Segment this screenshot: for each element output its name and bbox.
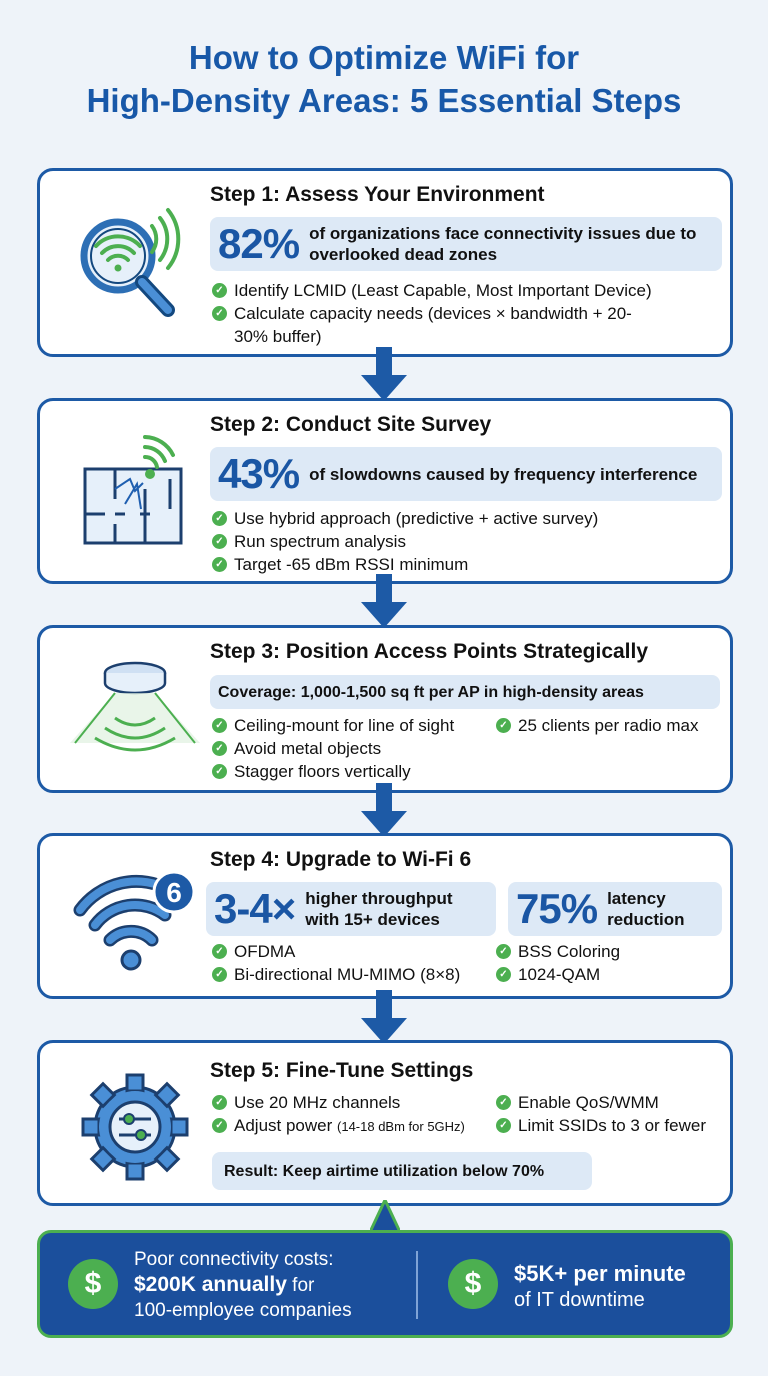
divider — [416, 1251, 418, 1319]
list-item: ✓ Adjust power (14-18 dBm for 5GHz) — [212, 1114, 490, 1138]
check-icon: ✓ — [212, 557, 227, 572]
stat-box: 43% of slowdowns caused by frequency int… — [210, 447, 722, 501]
result-box: Result: Keep airtime utilization below 7… — [212, 1152, 592, 1190]
step-4-card: 6 Step 4: Upgrade to Wi-Fi 6 3-4× higher… — [37, 833, 733, 999]
stat-box-2: 75% latency reduction — [508, 882, 722, 936]
list-item: ✓ Avoid metal objects — [212, 737, 488, 760]
stat-value: 3-4× — [214, 885, 296, 932]
check-icon: ✓ — [212, 511, 227, 526]
check-icon: ✓ — [212, 283, 227, 298]
ceiling-access-point-icon — [60, 638, 210, 778]
list-item: ✓ Identify LCMID (Least Capable, Most Imp… — [212, 279, 722, 302]
stat-text: latency reduction — [607, 889, 685, 929]
dollar-icon: $ — [68, 1259, 118, 1309]
check-icon: ✓ — [212, 534, 227, 549]
stat-value: 43% — [218, 450, 300, 497]
stat-box: 3-4× higher throughput with 15+ devices — [206, 882, 496, 936]
arrow-down-icon — [361, 574, 407, 628]
step-5-card: Step 5: Fine-Tune Settings ✓ Use 20 MHz c… — [37, 1040, 733, 1206]
stat-value: 75% — [516, 885, 598, 932]
step-title: Step 5: Fine-Tune Settings — [210, 1059, 474, 1082]
stat-text: of slowdowns caused by frequency interfe… — [309, 464, 698, 484]
gear-sliders-icon — [60, 1057, 210, 1197]
list-item: ✓ Calculate capacity needs (devices × ban… — [212, 302, 722, 348]
checklist-right: ✓ BSS Coloring ✓ 1024-QAM — [496, 940, 726, 986]
check-icon: ✓ — [496, 944, 511, 959]
check-icon: ✓ — [496, 1095, 511, 1110]
stat-box: Coverage: 1,000-1,500 sq ft per AP in hi… — [210, 675, 720, 709]
list-item: ✓ Use hybrid approach (predictive + activ… — [212, 507, 722, 530]
check-icon: ✓ — [496, 718, 511, 733]
check-icon: ✓ — [212, 718, 227, 733]
arrow-down-icon — [361, 990, 407, 1044]
stat-value: 82% — [218, 220, 300, 267]
floorplan-signal-icon — [60, 419, 210, 559]
check-icon: ✓ — [212, 741, 227, 756]
checklist: ✓ Use 20 MHz channels ✓ Adjust power (14-1… — [212, 1091, 490, 1138]
arrow-down-icon — [361, 783, 407, 837]
list-item: ✓ 25 clients per radio max — [496, 714, 726, 737]
step-title: Step 2: Conduct Site Survey — [210, 413, 492, 436]
magnifier-wifi-icon — [60, 191, 210, 331]
cost-left-text: Poor connectivity costs: $200K annually … — [134, 1249, 352, 1321]
checklist: ✓ OFDMA ✓ Bi-directional MU-MIMO (8×8) — [212, 940, 488, 986]
check-icon: ✓ — [212, 1095, 227, 1110]
step-title: Step 1: Assess Your Environment — [210, 183, 545, 206]
step-1-card: Step 1: Assess Your Environment 82% of o… — [37, 168, 733, 357]
list-item: ✓ Run spectrum analysis — [212, 530, 722, 553]
list-item: ✓ Enable QoS/WMM — [496, 1091, 728, 1114]
list-item: ✓ 1024-QAM — [496, 963, 726, 986]
checklist: ✓ Identify LCMID (Least Capable, Most Imp… — [212, 279, 722, 348]
check-icon: ✓ — [212, 306, 227, 321]
step-title: Step 3: Position Access Points Strategic… — [210, 640, 649, 663]
list-item: ✓ Stagger floors vertically — [212, 760, 488, 783]
list-item: ✓ Bi-directional MU-MIMO (8×8) — [212, 963, 488, 986]
stat-text: of organizations face connectivity issue… — [309, 224, 697, 264]
stat-text: Coverage: 1,000-1,500 sq ft per AP in hi… — [218, 683, 644, 701]
checklist: ✓ Ceiling-mount for line of sight ✓ Avoid … — [212, 714, 488, 783]
list-item: ✓ BSS Coloring — [496, 940, 726, 963]
stat-text: higher throughput with 15+ devices — [305, 889, 453, 929]
cost-banner: $ Poor connectivity costs: $200K annuall… — [37, 1230, 733, 1338]
list-item: ✓ OFDMA — [212, 940, 488, 963]
check-icon: ✓ — [496, 967, 511, 982]
checklist: ✓ Use hybrid approach (predictive + activ… — [212, 507, 722, 576]
step-2-card: Step 2: Conduct Site Survey 43% of slowd… — [37, 398, 733, 584]
svg-text:6: 6 — [166, 877, 182, 908]
step-3-card: Step 3: Position Access Points Strategic… — [37, 625, 733, 793]
connector-pointer — [370, 1200, 400, 1232]
checklist-right: ✓ 25 clients per radio max — [496, 714, 726, 737]
list-item: ✓ Ceiling-mount for line of sight — [212, 714, 488, 737]
step-title: Step 4: Upgrade to Wi-Fi 6 — [210, 848, 472, 871]
wifi-6-icon: 6 — [60, 850, 210, 990]
check-icon: ✓ — [212, 944, 227, 959]
check-icon: ✓ — [496, 1118, 511, 1133]
arrow-down-icon — [361, 347, 407, 401]
check-icon: ✓ — [212, 967, 227, 982]
dollar-icon: $ — [448, 1259, 498, 1309]
checklist-right: ✓ Enable QoS/WMM ✓ Limit SSIDs to 3 or few… — [496, 1091, 728, 1137]
stat-box: 82% of organizations face connectivity i… — [210, 217, 722, 271]
check-icon: ✓ — [212, 764, 227, 779]
list-item: ✓ Target -65 dBm RSSI minimum — [212, 553, 722, 576]
check-icon: ✓ — [212, 1118, 227, 1133]
list-item: ✓ Use 20 MHz channels — [212, 1091, 490, 1114]
list-item: ✓ Limit SSIDs to 3 or fewer — [496, 1114, 728, 1137]
page-title: How to Optimize WiFi for High-Density Are… — [86, 39, 682, 119]
cost-right-text: $5K+ per minute of IT downtime — [514, 1261, 686, 1311]
